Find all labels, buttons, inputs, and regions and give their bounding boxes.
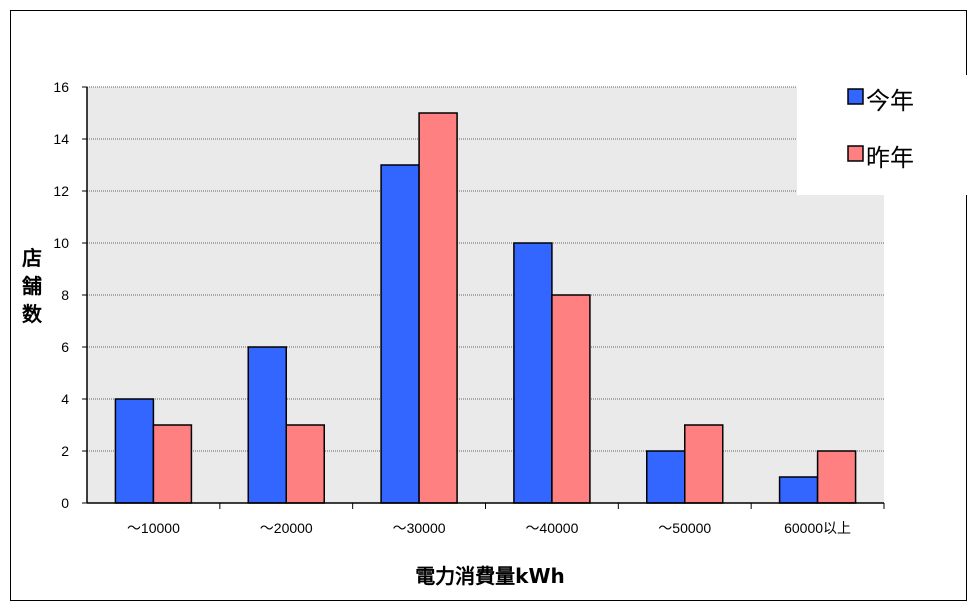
bar-last-year [285, 424, 325, 504]
x-tick-label: ～50000 [658, 520, 711, 536]
x-tick-label: ～30000 [393, 520, 446, 536]
y-axis-title-char: 舗 [21, 274, 42, 298]
bar-last-year [684, 424, 724, 504]
legend-label: 昨年 [866, 144, 914, 172]
bar-last-year [418, 112, 458, 504]
y-tick-label: 0 [61, 495, 69, 511]
legend-swatch [847, 145, 864, 162]
y-tick-label: 16 [53, 79, 69, 95]
bar-last-year [551, 294, 591, 504]
y-tick-label: 2 [61, 443, 69, 459]
x-tick-label: ～40000 [525, 520, 578, 536]
x-tick-label: 60000以上 [784, 520, 851, 536]
bar-this-year [380, 164, 420, 504]
bar-this-year [513, 242, 553, 504]
y-axis-title-char: 店 [22, 246, 42, 270]
x-tick-label: ～10000 [127, 520, 180, 536]
legend-box [797, 75, 967, 195]
y-tick-label: 12 [53, 183, 69, 199]
bar-last-year [816, 450, 857, 504]
bar-this-year [247, 346, 287, 504]
legend-label: 今年 [866, 87, 914, 115]
y-tick-label: 8 [61, 287, 69, 303]
y-tick-label: 6 [61, 339, 69, 355]
bar-this-year [646, 450, 686, 504]
bar-this-year [778, 476, 819, 504]
y-tick-label: 4 [61, 391, 69, 407]
x-axis-title: 電力消費量kWh [415, 564, 565, 588]
y-axis-title: 店舗数 [21, 246, 43, 326]
y-tick-label: 14 [53, 131, 69, 147]
bar-last-year [152, 424, 193, 504]
legend-swatch [847, 88, 864, 105]
bar-this-year [114, 398, 155, 504]
y-axis-title-char: 数 [22, 302, 43, 326]
x-tick-label: ～20000 [260, 520, 313, 536]
y-tick-label: 10 [53, 235, 69, 251]
